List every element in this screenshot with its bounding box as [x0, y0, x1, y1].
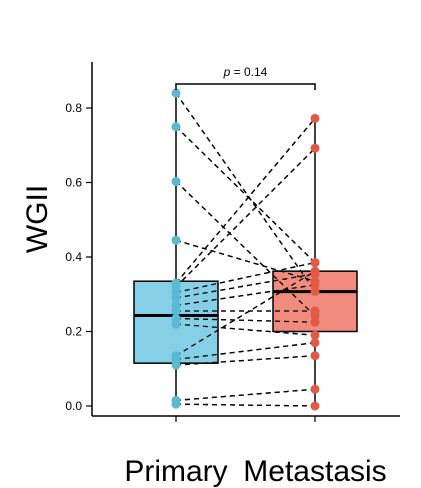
point-metastasis	[310, 286, 320, 296]
y-tick-label: 0.2	[65, 325, 82, 339]
x-category-label: Metastasis	[243, 455, 386, 488]
pair-line-overlay	[175, 261, 316, 294]
point-metastasis	[310, 384, 320, 394]
pair-line-overlay	[175, 403, 316, 407]
point-metastasis	[310, 280, 320, 290]
point-primary	[171, 235, 181, 245]
point-primary	[171, 176, 181, 186]
point-primary	[171, 293, 181, 303]
significance-annotation: p = 0.14	[175, 65, 316, 90]
data-points	[171, 88, 320, 411]
pair-line-overlay	[175, 92, 316, 292]
significance-bracket	[175, 83, 316, 90]
boxes	[133, 92, 358, 407]
y-tick-label: 0.6	[65, 176, 82, 190]
x-category-label: Primary	[124, 455, 227, 488]
point-primary	[171, 360, 181, 370]
p-value: = 0.14	[230, 65, 267, 79]
point-metastasis	[310, 143, 320, 153]
point-primary	[171, 399, 181, 409]
point-metastasis	[310, 330, 320, 340]
pair-line-overlay	[175, 147, 316, 288]
point-primary	[171, 306, 181, 316]
point-metastasis	[310, 258, 320, 268]
pair-line-overlay	[175, 126, 316, 264]
p-symbol: p	[223, 65, 231, 79]
point-metastasis	[310, 338, 320, 348]
pair-line-overlay	[175, 284, 316, 307]
point-metastasis	[310, 306, 320, 316]
point-metastasis	[310, 351, 320, 361]
y-tick-label: 0.0	[65, 399, 82, 413]
y-tick-label: 0.4	[65, 250, 82, 264]
point-metastasis	[310, 266, 320, 276]
point-primary	[171, 319, 181, 329]
pair-line-overlay	[175, 388, 316, 402]
pair-line-overlay	[175, 273, 316, 299]
point-metastasis	[310, 401, 320, 411]
y-axis-label: WGII	[21, 185, 54, 253]
y-tick-label: 0.8	[65, 101, 82, 115]
p-value-label: p = 0.14	[223, 65, 268, 79]
point-metastasis	[310, 113, 320, 123]
pair-line-overlay	[175, 239, 316, 282]
axes: 0.0 0.2 0.4 0.6 0.8 Primary Metastasis	[65, 62, 400, 488]
point-metastasis	[310, 317, 320, 327]
pair-line-overlay	[175, 270, 316, 357]
point-primary	[171, 88, 181, 98]
point-primary	[171, 122, 181, 132]
